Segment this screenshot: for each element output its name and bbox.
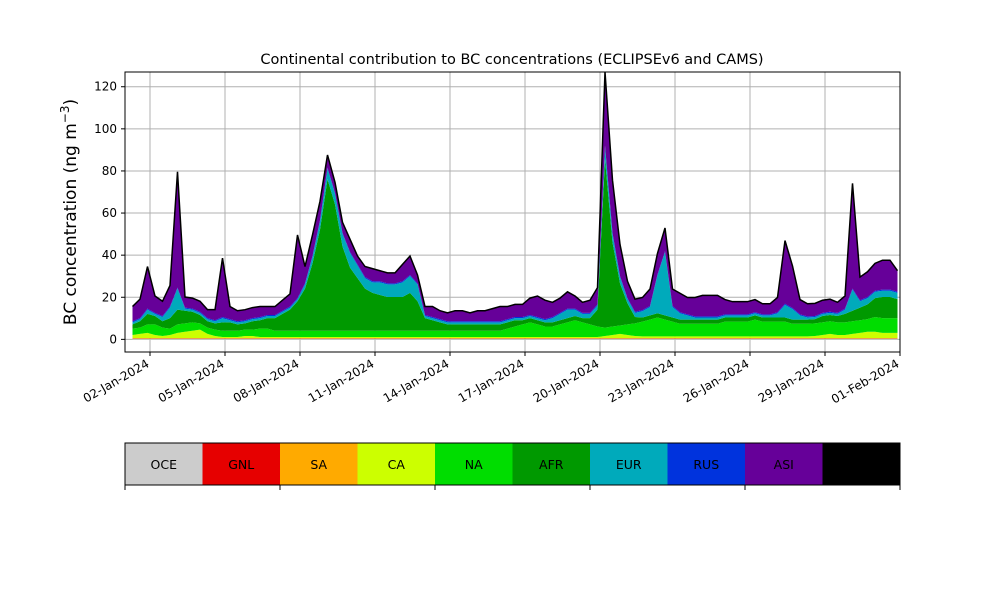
- legend-swatch-eur: [590, 443, 668, 485]
- region-colorbar-legend: OCE GNL SA CA NA AFR EUR RUS ASI AUS: [124, 442, 901, 490]
- y-tick-label-2: 40: [102, 248, 117, 262]
- x-tick-label-2: 08-Jan-2024: [231, 356, 302, 405]
- stacked-areas: [131, 71, 899, 340]
- y-axis-label-text: BC concentration (ng m: [61, 123, 81, 325]
- total-outline-line: [131, 71, 899, 314]
- legend-swatch-sa: [280, 443, 358, 485]
- x-tick-label-5: 17-Jan-2024: [456, 356, 527, 405]
- legend-label-ca: CA: [388, 457, 406, 472]
- legend-swatch-gnl: [202, 443, 280, 485]
- x-tick-label-9: 29-Jan-2024: [756, 356, 827, 405]
- y-axis-label: BC concentration (ng m−3): [58, 99, 81, 325]
- x-tick-label-7: 23-Jan-2024: [606, 356, 677, 405]
- legend-swatch-na: [435, 443, 513, 485]
- legend-swatch-afr: [512, 443, 590, 485]
- legend-label-sa: SA: [310, 457, 327, 472]
- legend-label-asi: ASI: [774, 457, 794, 472]
- area-oce: [132, 338, 898, 340]
- legend-swatch-oce: [125, 443, 203, 485]
- y-tick-label-3: 60: [102, 206, 117, 220]
- axes: 0 20 40 60 80 100 120 02-Jan-2024 05-Jan-2024 08-…: [81, 71, 902, 406]
- x-tick-label-3: 11-Jan-2024: [306, 356, 377, 405]
- legend-label-na: NA: [465, 457, 483, 472]
- area-na: [132, 317, 898, 338]
- plot-frame: [124, 71, 901, 353]
- y-tick-label-4: 80: [102, 164, 117, 178]
- area-ca: [132, 329, 898, 339]
- legend-label-oce: OCE: [151, 457, 178, 472]
- legend-label-afr: AFR: [539, 457, 564, 472]
- legend-label-rus: RUS: [693, 457, 719, 472]
- area-afr: [132, 159, 898, 331]
- legend-label-aus: AUS: [848, 457, 874, 472]
- legend-swatch-asi: [745, 443, 823, 485]
- chart-title: Continental contribution to BC concentra…: [260, 52, 763, 68]
- legend-swatch-aus: [822, 443, 900, 485]
- x-tick-label-6: 20-Jan-2024: [531, 356, 602, 405]
- x-tick-label-10: 01-Feb-2024: [829, 356, 902, 406]
- x-tick-label-8: 26-Jan-2024: [681, 356, 752, 405]
- y-axis-label-tail: ): [61, 99, 81, 106]
- y-tick-label-6: 120: [94, 80, 117, 94]
- y-tick-label-5: 100: [94, 122, 117, 136]
- x-tick-label-1: 05-Jan-2024: [156, 356, 227, 405]
- legend-frame: [124, 442, 901, 486]
- legend-swatch-rus: [667, 443, 745, 485]
- legend-swatch-ca: [357, 443, 435, 485]
- legend-label-gnl: GNL: [228, 457, 254, 472]
- y-tick-label-1: 20: [102, 290, 117, 304]
- x-tick-label-0: 02-Jan-2024: [81, 356, 152, 405]
- x-tick-label-4: 14-Jan-2024: [381, 356, 452, 405]
- legend-label-eur: EUR: [616, 457, 642, 472]
- area-asi: [132, 71, 898, 322]
- y-tick-label-0: 0: [109, 332, 117, 346]
- y-axis-label-exponent: −3: [58, 105, 72, 123]
